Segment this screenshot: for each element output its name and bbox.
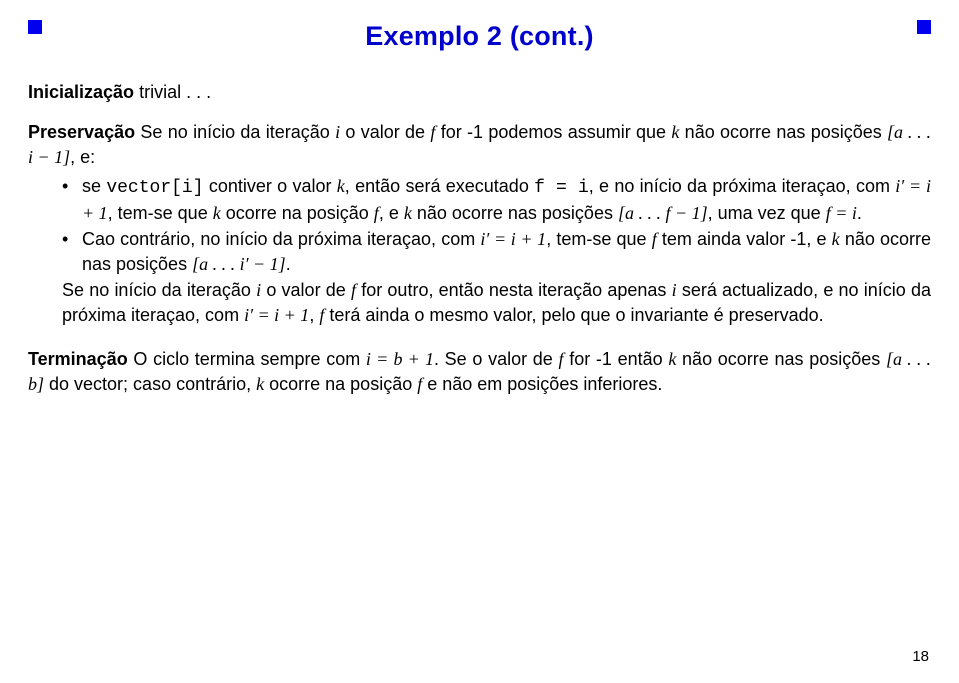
t: . [286,254,291,274]
var-k: k [404,203,412,223]
pres-text: o valor de [340,122,430,142]
range: [a . . . f − 1] [618,203,708,223]
init-section: Inicialização trivial . . . [28,80,931,106]
eq: f = i [826,203,857,223]
t: do vector; caso contrário, [44,374,256,394]
page-number: 18 [912,648,929,665]
t: for -1 então [564,349,669,369]
t: se [82,176,106,196]
preservation-section: Preservação Se no início da iteração i o… [28,120,931,329]
t: , e [379,203,404,223]
t: e não em posições inferiores. [422,374,662,394]
bullet-text: se vector[i] contiver o valor k, então s… [82,174,931,227]
bullet-item: • Cao contrário, no início da próxima it… [62,227,931,278]
var-k: k [256,374,264,394]
title-row: Exemplo 2 (cont.) [28,14,931,58]
slide-page: Exemplo 2 (cont.) Inicialização trivial … [0,0,959,683]
t: Cao contrário, no início da próxima iter… [82,229,480,249]
termination-section: Terminação O ciclo termina sempre com i … [28,347,931,398]
t: , então será executado [345,176,534,196]
range: [a . . . i′ − 1] [192,254,286,274]
t: contiver o valor [204,176,337,196]
pres-text: , e: [70,147,95,167]
t: o valor de [261,280,351,300]
init-label: Inicialização [28,82,134,102]
bullet-text: Cao contrário, no início da próxima iter… [82,227,931,278]
eq: i′ = i + 1 [244,305,309,325]
term-label: Terminação [28,349,128,369]
slide-title: Exemplo 2 (cont.) [365,21,593,52]
pres-text: for -1 podemos assumir que [435,122,671,142]
t: , [309,305,319,325]
t: , uma vez que [708,203,826,223]
code-assign: f = i [534,178,589,198]
t: ocorre na posição [264,374,417,394]
var-k: k [832,229,840,249]
t: O ciclo termina sempre com [133,349,366,369]
t: ocorre na posição [221,203,374,223]
t: . Se o valor de [434,349,559,369]
eq: i′ = i + 1 [480,229,546,249]
init-text: trivial . . . [139,82,211,102]
pres-text: Se no início da iteração [140,122,335,142]
square-bullet-icon [28,20,42,34]
bullet-dot-icon: • [62,174,82,227]
eq: i = b + 1 [366,349,434,369]
var-k: k [213,203,221,223]
t: , e no início da próxima iteraçao, com [589,176,896,196]
t: for outro, então nesta iteração apenas [356,280,672,300]
bullet-item: • se vector[i] contiver o valor k, então… [62,174,931,227]
slide-content: Inicialização trivial . . . Preservação … [28,80,931,398]
pres-closing: Se no início da iteração i o valor de f … [62,278,931,329]
t: , tem-se que [108,203,213,223]
t: não ocorre nas posições [676,349,886,369]
t: terá ainda o mesmo valor, pelo que o inv… [324,305,823,325]
var-k: k [337,176,345,196]
t: não ocorre nas posições [412,203,618,223]
bullet-list: • se vector[i] contiver o valor k, então… [62,174,931,278]
code-vector: vector[i] [106,178,203,198]
t: . [857,203,862,223]
pres-text: não ocorre nas posições [679,122,887,142]
t: tem ainda valor -1, e [657,229,832,249]
t: Se no início da iteração [62,280,256,300]
square-bullet-icon [917,20,931,34]
pres-label: Preservação [28,122,135,142]
bullet-dot-icon: • [62,227,82,278]
t: , tem-se que [546,229,652,249]
